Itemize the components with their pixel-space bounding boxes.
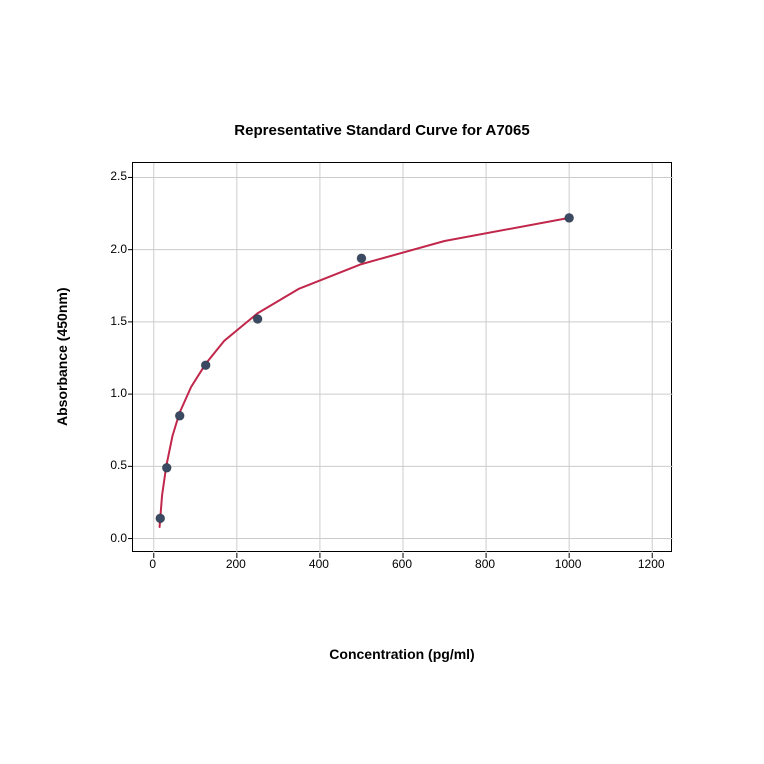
grid-group bbox=[128, 163, 673, 558]
data-point bbox=[201, 361, 210, 370]
y-tick-label: 2.5 bbox=[87, 169, 127, 183]
y-tick-label: 1.0 bbox=[87, 386, 127, 400]
x-axis-label: Concentration (pg/ml) bbox=[132, 646, 672, 662]
y-tick-label: 2.0 bbox=[87, 242, 127, 256]
data-point bbox=[253, 315, 262, 324]
x-tick-label: 0 bbox=[149, 557, 156, 571]
chart-container: Representative Standard Curve for A7065 … bbox=[62, 152, 702, 612]
y-axis-label: Absorbance (450nm) bbox=[52, 162, 72, 552]
data-point bbox=[175, 411, 184, 420]
x-tick-label: 400 bbox=[309, 557, 329, 571]
data-point bbox=[162, 463, 171, 472]
data-point bbox=[156, 514, 165, 523]
x-tick-label: 200 bbox=[226, 557, 246, 571]
data-point bbox=[357, 254, 366, 263]
curve-svg bbox=[133, 163, 671, 551]
plot-area bbox=[132, 162, 672, 552]
y-tick-label: 0.0 bbox=[87, 531, 127, 545]
data-point bbox=[565, 213, 574, 222]
y-tick-label: 0.5 bbox=[87, 458, 127, 472]
x-tick-label: 800 bbox=[475, 557, 495, 571]
x-tick-label: 1200 bbox=[638, 557, 665, 571]
chart-title: Representative Standard Curve for A7065 bbox=[62, 122, 702, 139]
points-group bbox=[156, 213, 574, 522]
x-tick-label: 1000 bbox=[555, 557, 582, 571]
y-tick-label: 1.5 bbox=[87, 314, 127, 328]
fit-curve bbox=[160, 218, 570, 527]
x-tick-label: 600 bbox=[392, 557, 412, 571]
